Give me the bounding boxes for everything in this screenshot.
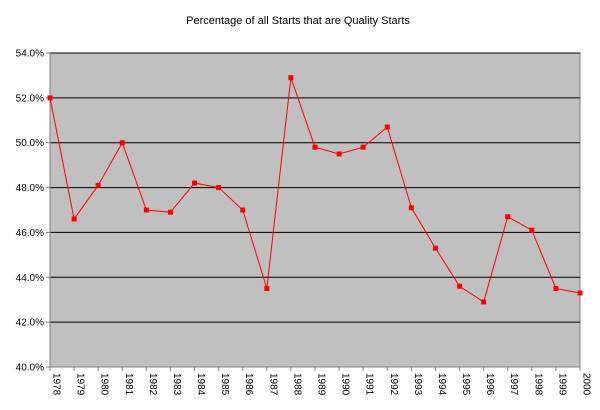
x-tick-label: 1985 bbox=[219, 373, 230, 396]
x-tick-label: 1984 bbox=[195, 373, 206, 396]
data-point-1979 bbox=[71, 216, 77, 222]
data-point-1998 bbox=[529, 227, 535, 233]
data-point-1992 bbox=[384, 124, 390, 130]
data-point-1991 bbox=[360, 144, 366, 150]
data-point-1989 bbox=[312, 144, 318, 150]
y-tick-label: 40.0% bbox=[16, 363, 44, 374]
x-tick-label: 1979 bbox=[75, 373, 86, 396]
data-point-1982 bbox=[143, 207, 149, 213]
x-tick-label: 1994 bbox=[436, 373, 447, 396]
x-axis-ticks: 1978 1979 1980 1981 1982 1983 1984 1985 1986 1987… bbox=[51, 373, 592, 396]
y-tick-label: 44.0% bbox=[16, 273, 44, 284]
x-tick-label: 1978 bbox=[51, 373, 62, 396]
y-tick-label: 50.0% bbox=[16, 138, 44, 149]
data-point-1994 bbox=[432, 245, 438, 251]
x-tick-label: 1991 bbox=[364, 373, 375, 396]
x-tick-label: 1983 bbox=[171, 373, 182, 396]
data-point-1978 bbox=[47, 95, 53, 101]
x-tick-label: 1981 bbox=[123, 373, 134, 396]
y-tick-label: 48.0% bbox=[16, 183, 44, 194]
x-tick-label: 1992 bbox=[388, 373, 399, 396]
data-point-1999 bbox=[553, 286, 559, 291]
x-tick-label: 1980 bbox=[99, 373, 110, 396]
plot-area bbox=[49, 52, 581, 368]
data-point-1995 bbox=[457, 283, 463, 289]
data-point-1981 bbox=[119, 140, 125, 146]
x-tick-label: 1982 bbox=[147, 373, 158, 396]
y-axis-ticks: 40.0% 42.0% 44.0% 46.0% 48.0% 50.0% 52.0% 54.0% bbox=[16, 49, 44, 374]
data-point-1986 bbox=[240, 207, 246, 213]
y-tick-label: 46.0% bbox=[16, 228, 44, 239]
data-point-1990 bbox=[336, 151, 342, 157]
axes bbox=[46, 52, 581, 371]
data-point-1996 bbox=[481, 299, 487, 305]
x-tick-label: 1999 bbox=[556, 373, 567, 396]
y-tick-label: 42.0% bbox=[16, 318, 44, 329]
y-tick-label: 52.0% bbox=[16, 93, 44, 104]
data-points bbox=[47, 75, 583, 305]
x-tick-label: 1986 bbox=[243, 373, 254, 396]
y-tick-label: 54.0% bbox=[16, 49, 44, 60]
chart-title: Percentage of all Starts that are Qualit… bbox=[186, 15, 410, 27]
data-point-1993 bbox=[408, 205, 414, 211]
x-tick-label: 2000 bbox=[581, 373, 592, 396]
data-point-1984 bbox=[192, 180, 198, 186]
x-tick-label: 1996 bbox=[484, 373, 495, 396]
x-tick-label: 1989 bbox=[316, 373, 327, 396]
data-point-1988 bbox=[288, 75, 294, 81]
data-point-1980 bbox=[95, 182, 101, 188]
x-tick-label: 1987 bbox=[267, 373, 278, 396]
data-point-1997 bbox=[505, 214, 511, 220]
x-tick-label: 1990 bbox=[340, 373, 351, 396]
data-point-1987 bbox=[264, 286, 270, 291]
x-tick-label: 1997 bbox=[508, 373, 519, 396]
x-tick-label: 1988 bbox=[291, 373, 302, 396]
data-point-1983 bbox=[167, 209, 173, 215]
x-tick-label: 1998 bbox=[532, 373, 543, 396]
data-point-2000 bbox=[577, 290, 583, 296]
data-point-1985 bbox=[216, 185, 222, 191]
x-tick-label: 1993 bbox=[412, 373, 423, 396]
x-tick-label: 1995 bbox=[460, 373, 471, 396]
